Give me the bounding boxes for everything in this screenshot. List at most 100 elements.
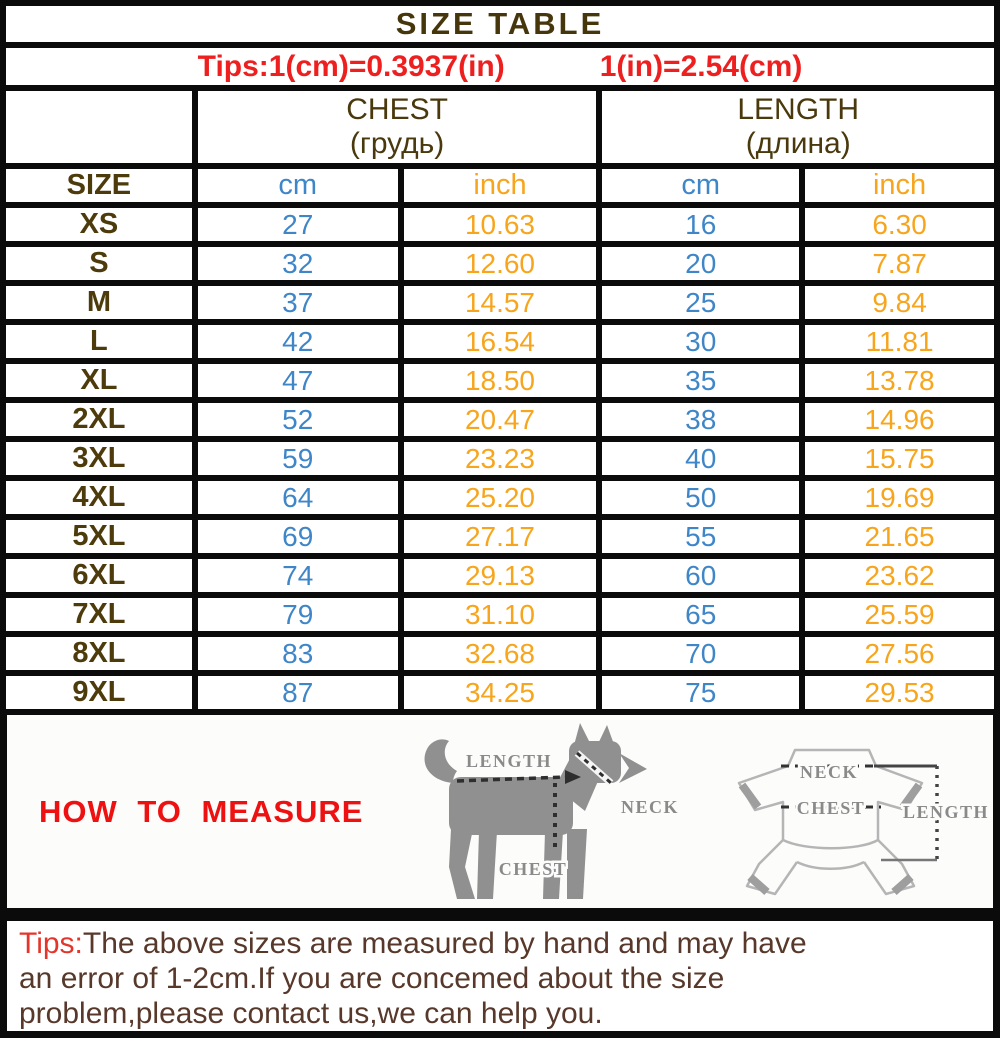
chest-inch-cell: 10.63 — [397, 202, 603, 247]
table-row: 8XL 83 32.68 70 27.56 — [0, 631, 1000, 676]
pattern-neck-label: NECK — [800, 762, 858, 782]
table-row: M 37 14.57 25 9.84 — [0, 280, 1000, 325]
length-cm-cell: 38 — [596, 397, 806, 442]
dog-tail — [424, 738, 457, 783]
length-cm-cell: 35 — [596, 358, 806, 403]
footer-tips-label: Tips: — [19, 927, 83, 960]
length-label: LENGTH — [737, 93, 860, 126]
length-inch-cell: 27.56 — [799, 631, 1000, 676]
chest-cm-cell: 52 — [191, 397, 404, 442]
table-row: 6XL 74 29.13 60 23.62 — [0, 553, 1000, 598]
pattern-chest-label: CHEST — [797, 798, 866, 818]
conversion-tips-cell: Tips:1(cm)=0.3937(in) 1(in)=2.54(cm) — [0, 42, 1000, 91]
length-inch-cell: 21.65 — [799, 514, 1000, 559]
chest-inch-header: inch — [397, 163, 603, 208]
length-cm-cell: 30 — [596, 319, 806, 364]
table-row: 5XL 69 27.17 55 21.65 — [0, 514, 1000, 559]
length-cm-cell: 16 — [596, 202, 806, 247]
chest-cm-cell: 69 — [191, 514, 404, 559]
size-cell: 6XL — [0, 553, 198, 598]
length-cm-cell: 55 — [596, 514, 806, 559]
length-cm-cell: 60 — [596, 553, 806, 598]
size-cell: 2XL — [0, 397, 198, 442]
table-row: 3XL 59 23.23 40 15.75 — [0, 436, 1000, 481]
table-row: 9XL 87 34.25 75 29.53 — [0, 670, 1000, 715]
chest-inch-cell: 34.25 — [397, 670, 603, 715]
table-row: XS 27 10.63 16 6.30 — [0, 202, 1000, 247]
size-table: SIZE TABLE Tips:1(cm)=0.3937(in) 1(in)=2… — [0, 0, 1000, 715]
size-cell: 4XL — [0, 475, 198, 520]
dog-measure-diagram: LENGTH NECK CHEST — [424, 722, 680, 899]
chest-cm-cell: 42 — [191, 319, 404, 364]
chest-inch-cell: 32.68 — [397, 631, 603, 676]
length-cm-header: cm — [596, 163, 806, 208]
length-inch-cell: 15.75 — [799, 436, 1000, 481]
chest-inch-cell: 20.47 — [397, 397, 603, 442]
chest-inch-cell: 31.10 — [397, 592, 603, 637]
table-row: XL 47 18.50 35 13.78 — [0, 358, 1000, 403]
dog-chest-label: CHEST — [499, 859, 568, 879]
chest-group-header: CHEST (грудь) — [191, 85, 603, 169]
chest-cm-cell: 47 — [191, 358, 404, 403]
table-row: 4XL 64 25.20 50 19.69 — [0, 475, 1000, 520]
length-inch-cell: 19.69 — [799, 475, 1000, 520]
size-cell: XL — [0, 358, 198, 403]
length-cm-cell: 75 — [596, 670, 806, 715]
table-title-cell: SIZE TABLE — [0, 0, 1000, 48]
footer-text-1: The above sizes are measured by hand and… — [82, 927, 807, 960]
chest-cm-cell: 87 — [191, 670, 404, 715]
size-cell: M — [0, 280, 198, 325]
table-row: 7XL 79 31.10 65 25.59 — [0, 592, 1000, 637]
chest-inch-cell: 29.13 — [397, 553, 603, 598]
size-cell: S — [0, 241, 198, 286]
length-inch-cell: 7.87 — [799, 241, 1000, 286]
size-cell: 8XL — [0, 631, 198, 676]
size-cell: 5XL — [0, 514, 198, 559]
length-inch-cell: 23.62 — [799, 553, 1000, 598]
chest-cm-cell: 79 — [191, 592, 404, 637]
chest-inch-cell: 18.50 — [397, 358, 603, 403]
chest-inch-cell: 16.54 — [397, 319, 603, 364]
table-row: L 42 16.54 30 11.81 — [0, 319, 1000, 364]
length-inch-cell: 9.84 — [799, 280, 1000, 325]
chest-inch-cell: 14.57 — [397, 280, 603, 325]
chest-cm-cell: 32 — [191, 241, 404, 286]
garment-pattern-diagram: NECK CHEST LENGTH — [737, 748, 990, 895]
how-to-measure-heading: HOW TO MEASURE — [39, 793, 364, 829]
chest-inch-cell: 12.60 — [397, 241, 603, 286]
length-cm-cell: 40 — [596, 436, 806, 481]
footer-line-3: problem,please contact us,we can help yo… — [19, 997, 603, 1030]
length-inch-header: inch — [799, 163, 1000, 208]
length-inch-cell: 6.30 — [799, 202, 1000, 247]
chest-cm-cell: 59 — [191, 436, 404, 481]
length-inch-cell: 11.81 — [799, 319, 1000, 364]
pattern-length-label: LENGTH — [903, 802, 989, 822]
length-inch-cell: 13.78 — [799, 358, 1000, 403]
size-cell: XS — [0, 202, 198, 247]
cm-to-inch-tip: Tips:1(cm)=0.3937(in) — [197, 49, 505, 83]
size-column-header: SIZE — [0, 163, 198, 208]
length-inch-cell: 14.96 — [799, 397, 1000, 442]
chest-inch-cell: 27.17 — [397, 514, 603, 559]
page-title: SIZE TABLE — [395, 6, 605, 41]
dog-length-label: LENGTH — [466, 751, 552, 771]
length-inch-cell: 25.59 — [799, 592, 1000, 637]
chest-label: CHEST — [346, 93, 448, 126]
chest-cm-header: cm — [191, 163, 404, 208]
length-cm-cell: 25 — [596, 280, 806, 325]
chest-cm-cell: 74 — [191, 553, 404, 598]
chest-cm-cell: 83 — [191, 631, 404, 676]
dog-neck-label: NECK — [621, 797, 679, 817]
table-row: 2XL 52 20.47 38 14.96 — [0, 397, 1000, 442]
length-group-header: LENGTH (длина) — [596, 85, 1000, 169]
footer-line-1: Tips:The above sizes are measured by han… — [19, 926, 981, 961]
chest-cm-cell: 27 — [191, 202, 404, 247]
length-cm-cell: 20 — [596, 241, 806, 286]
chest-inch-cell: 25.20 — [397, 475, 603, 520]
inch-to-cm-tip: 1(in)=2.54(cm) — [599, 49, 803, 83]
size-cell: 7XL — [0, 592, 198, 637]
size-cell: 9XL — [0, 670, 198, 715]
chest-label-ru: (грудь) — [349, 127, 445, 160]
chest-cm-cell: 64 — [191, 475, 404, 520]
